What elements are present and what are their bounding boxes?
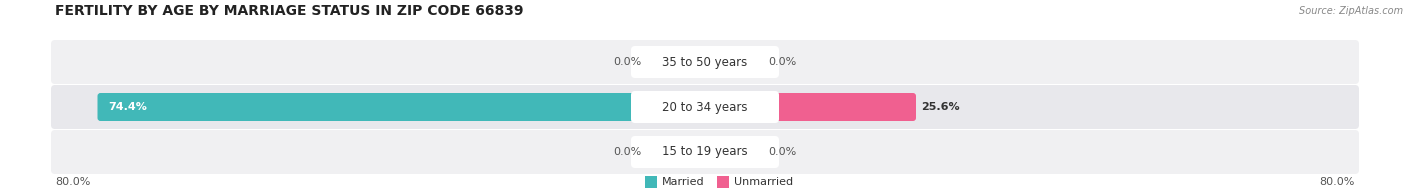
FancyBboxPatch shape — [647, 138, 709, 166]
Text: 0.0%: 0.0% — [614, 147, 643, 157]
FancyBboxPatch shape — [647, 48, 709, 76]
Text: 74.4%: 74.4% — [108, 102, 148, 112]
Text: 35 to 50 years: 35 to 50 years — [662, 55, 748, 68]
FancyBboxPatch shape — [702, 93, 915, 121]
Text: Married: Married — [662, 177, 704, 187]
FancyBboxPatch shape — [97, 93, 709, 121]
FancyBboxPatch shape — [702, 48, 763, 76]
Text: FERTILITY BY AGE BY MARRIAGE STATUS IN ZIP CODE 66839: FERTILITY BY AGE BY MARRIAGE STATUS IN Z… — [55, 4, 523, 18]
FancyBboxPatch shape — [51, 130, 1360, 174]
Text: 25.6%: 25.6% — [921, 102, 960, 112]
Text: 0.0%: 0.0% — [614, 57, 643, 67]
Bar — [717, 176, 728, 188]
Text: 15 to 19 years: 15 to 19 years — [662, 145, 748, 159]
FancyBboxPatch shape — [51, 40, 1360, 84]
Text: Source: ZipAtlas.com: Source: ZipAtlas.com — [1299, 6, 1403, 16]
Text: 80.0%: 80.0% — [55, 177, 90, 187]
FancyBboxPatch shape — [631, 136, 779, 168]
FancyBboxPatch shape — [51, 85, 1360, 129]
Text: 0.0%: 0.0% — [768, 57, 796, 67]
Text: 80.0%: 80.0% — [1320, 177, 1355, 187]
FancyBboxPatch shape — [631, 46, 779, 78]
FancyBboxPatch shape — [631, 91, 779, 123]
Text: 0.0%: 0.0% — [768, 147, 796, 157]
Bar — [645, 176, 657, 188]
FancyBboxPatch shape — [702, 138, 763, 166]
Text: Unmarried: Unmarried — [734, 177, 793, 187]
Text: 20 to 34 years: 20 to 34 years — [662, 101, 748, 113]
